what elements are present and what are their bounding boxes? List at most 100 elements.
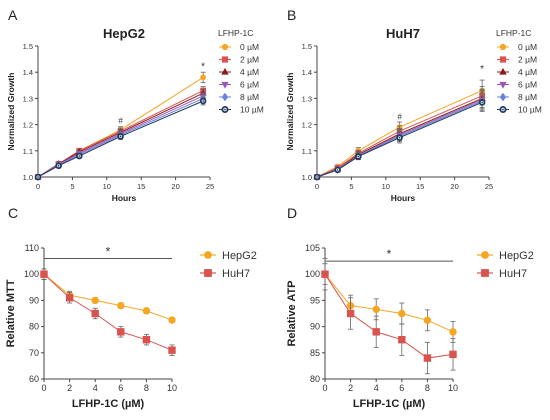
legend-label: 8 µM [240, 92, 259, 102]
data-point-core [78, 155, 81, 157]
series-hepg2 [321, 263, 457, 343]
chart-panel-a: A HepG2 1.0 1.1 1.2 1.3 1.4 1.5 0 5 10 15 20 25 Hours N… [6, 7, 264, 203]
data-point [423, 316, 432, 325]
legend-label: 0 µM [518, 42, 537, 52]
x-tick-label: 8 [144, 383, 149, 393]
panel-label: D [287, 205, 297, 221]
y-tick-label: 1.3 [302, 94, 312, 103]
data-point [346, 309, 355, 318]
significance-marker: * [387, 247, 392, 261]
data-point [168, 346, 176, 354]
data-point [142, 336, 151, 344]
y-tick-label: 1.1 [302, 147, 312, 156]
legend-swatch-core [224, 108, 226, 111]
data-point [321, 270, 329, 278]
x-tick-label: 10 [103, 182, 111, 191]
data-point [168, 316, 176, 324]
y-tick-label: 105 [305, 243, 320, 253]
panel-label: B [287, 7, 296, 23]
x-tick-label: 4 [93, 383, 98, 393]
x-tick-label: 5 [349, 182, 353, 191]
x-axis-label: Hours [391, 193, 416, 203]
y-tick-label: 1.2 [23, 121, 33, 130]
data-point [117, 301, 125, 310]
legend-label: 6 µM [518, 80, 537, 90]
y-tick-label: 1.0 [23, 173, 33, 182]
data-point [423, 354, 432, 362]
legend-swatch [499, 43, 507, 51]
legend-label: 4 µM [240, 67, 259, 77]
legend: HepG2 HuH7 [200, 250, 257, 280]
series-10-um [34, 96, 207, 181]
chart-panel-d: D 80 85 90 95 100 105 0 2 4 6 8 10 LFHP-1C (µM) Relati… [286, 205, 534, 410]
data-point [372, 305, 380, 314]
x-tick-label: 10 [448, 383, 458, 393]
x-tick-label: 10 [167, 383, 177, 393]
legend-swatch [221, 92, 229, 102]
legend: HepG2 HuH7 [477, 250, 534, 280]
x-tick-label: 6 [399, 383, 404, 393]
x-tick-label: 25 [206, 182, 214, 191]
legend-swatch [481, 269, 489, 277]
y-tick-label: 95 [310, 295, 320, 305]
y-tick-label: 80 [310, 374, 320, 384]
panel-label: C [8, 205, 18, 221]
legend-label: HepG2 [222, 250, 257, 262]
data-point-core [398, 136, 401, 139]
series-line [324, 273, 454, 333]
x-axis-label: Hours [112, 193, 137, 203]
x-tick-label: 15 [416, 182, 424, 191]
annotation: * [201, 62, 205, 73]
chart-title: HuH7 [386, 26, 420, 41]
y-tick-label: 100 [305, 269, 320, 279]
legend-swatch [499, 92, 507, 102]
x-tick-label: 0 [36, 182, 40, 191]
x-tick-label: 10 [382, 182, 390, 191]
legend-label: 2 µM [240, 55, 259, 65]
y-tick-label: 80 [29, 322, 39, 332]
series-huh7 [40, 268, 176, 356]
data-point-core [316, 176, 318, 178]
legend-label: 2 µM [518, 55, 537, 65]
series-hepg2 [40, 268, 176, 324]
y-tick-label: 1.1 [23, 147, 33, 156]
legend-swatch-core [502, 108, 504, 111]
legend-swatch [481, 251, 489, 259]
x-tick-label: 15 [137, 182, 145, 191]
data-point [449, 328, 457, 336]
data-point [200, 74, 207, 81]
y-tick-label: 100 [24, 269, 39, 279]
legend-swatch [221, 67, 229, 75]
legend-label: 10 µM [518, 105, 542, 115]
data-point-core [336, 169, 339, 171]
x-axis-label: LFHP-1C (µM) [353, 398, 426, 410]
data-point [91, 309, 99, 318]
y-tick-label: 1.3 [23, 94, 33, 103]
data-point-core [119, 135, 122, 138]
x-axis-label: LFHP-1C (µM) [72, 398, 145, 410]
x-tick-label: 0 [41, 383, 46, 393]
data-point-core [202, 100, 204, 102]
data-point [398, 309, 406, 318]
series-line [324, 273, 454, 359]
panel-label: A [8, 7, 18, 23]
legend-swatch [204, 269, 212, 277]
data-point-core [57, 164, 60, 167]
data-point [142, 307, 151, 315]
annotation: * [480, 64, 484, 75]
y-axis-label: Normalized Growth [6, 73, 16, 151]
y-tick-label: 60 [29, 374, 39, 384]
x-tick-label: 2 [67, 383, 72, 393]
y-tick-label: 90 [310, 322, 320, 332]
y-tick-label: 90 [29, 295, 39, 305]
y-axis-label: Normalized Growth [285, 73, 295, 151]
y-axis-label: Relative ATP [286, 280, 298, 346]
data-point [449, 350, 457, 359]
data-point-core [481, 101, 483, 104]
legend-swatch [221, 81, 229, 89]
legend-label: 6 µM [240, 80, 259, 90]
legend-swatch [221, 56, 229, 63]
data-point [398, 336, 406, 344]
legend-label: HuH7 [499, 268, 527, 280]
x-tick-label: 5 [70, 182, 74, 191]
